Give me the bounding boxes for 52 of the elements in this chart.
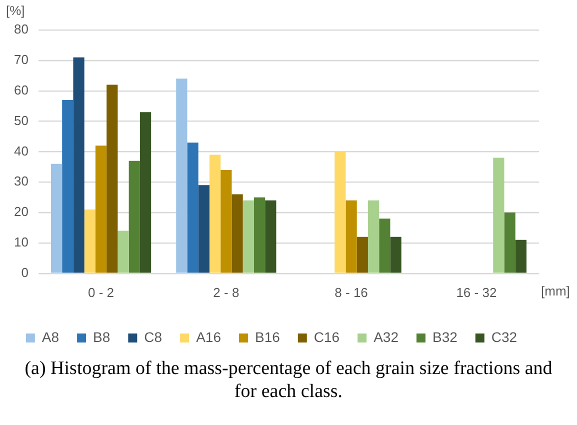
legend-label: A32 bbox=[374, 328, 399, 345]
x-tick-label: 0 - 2 bbox=[88, 284, 114, 300]
bar bbox=[95, 146, 107, 273]
y-tick-label: 50 bbox=[14, 112, 28, 128]
bar bbox=[176, 78, 188, 273]
bar bbox=[493, 158, 504, 273]
x-axis-title: [mm] bbox=[541, 283, 570, 298]
bar bbox=[140, 112, 152, 273]
y-tick-label: 30 bbox=[14, 174, 28, 189]
bar bbox=[118, 230, 129, 273]
bar bbox=[356, 236, 368, 273]
bar bbox=[390, 236, 402, 273]
bar bbox=[515, 240, 526, 273]
legend-label: B16 bbox=[254, 328, 280, 345]
y-tick-label: 80 bbox=[14, 22, 28, 37]
bar bbox=[209, 154, 221, 273]
bar bbox=[128, 160, 140, 273]
y-tick-label: 40 bbox=[14, 143, 28, 158]
legend-label: C8 bbox=[144, 328, 162, 345]
text: (a) Histogram of the mass-percentage of each grain size fractions and for each class. bbox=[24, 357, 554, 403]
y-tick-label: 0 bbox=[21, 264, 28, 280]
legend-label: B32 bbox=[432, 328, 458, 345]
bar bbox=[220, 170, 232, 273]
bar bbox=[346, 200, 357, 273]
legend-label: B8 bbox=[93, 328, 110, 345]
bar bbox=[368, 200, 380, 273]
bar bbox=[379, 218, 390, 273]
bar bbox=[106, 84, 118, 273]
x-tick-label: 16 - 32 bbox=[456, 284, 497, 300]
bar bbox=[84, 210, 96, 273]
legend-label: C32 bbox=[491, 328, 518, 345]
bar bbox=[254, 197, 266, 273]
bar bbox=[198, 185, 210, 273]
legend-label: A8 bbox=[42, 328, 60, 345]
bar bbox=[242, 200, 254, 273]
x-tick-label: 8 - 16 bbox=[334, 284, 368, 300]
legend-label: A16 bbox=[196, 328, 222, 345]
y-tick-label: 60 bbox=[14, 82, 28, 98]
y-tick-label: 70 bbox=[14, 52, 28, 68]
x-tick-label: 2 - 8 bbox=[213, 284, 240, 300]
bar bbox=[50, 164, 62, 273]
bar bbox=[62, 100, 74, 273]
y-tick-label: 20 bbox=[14, 204, 28, 220]
bar bbox=[187, 142, 198, 273]
y-axis-title: [%] bbox=[6, 3, 25, 18]
legend-label: C16 bbox=[314, 328, 340, 345]
bar bbox=[232, 194, 243, 273]
bar bbox=[73, 57, 84, 273]
bar bbox=[265, 200, 276, 273]
bar bbox=[504, 212, 516, 273]
y-tick-label: 10 bbox=[14, 234, 28, 250]
bar bbox=[334, 152, 346, 273]
